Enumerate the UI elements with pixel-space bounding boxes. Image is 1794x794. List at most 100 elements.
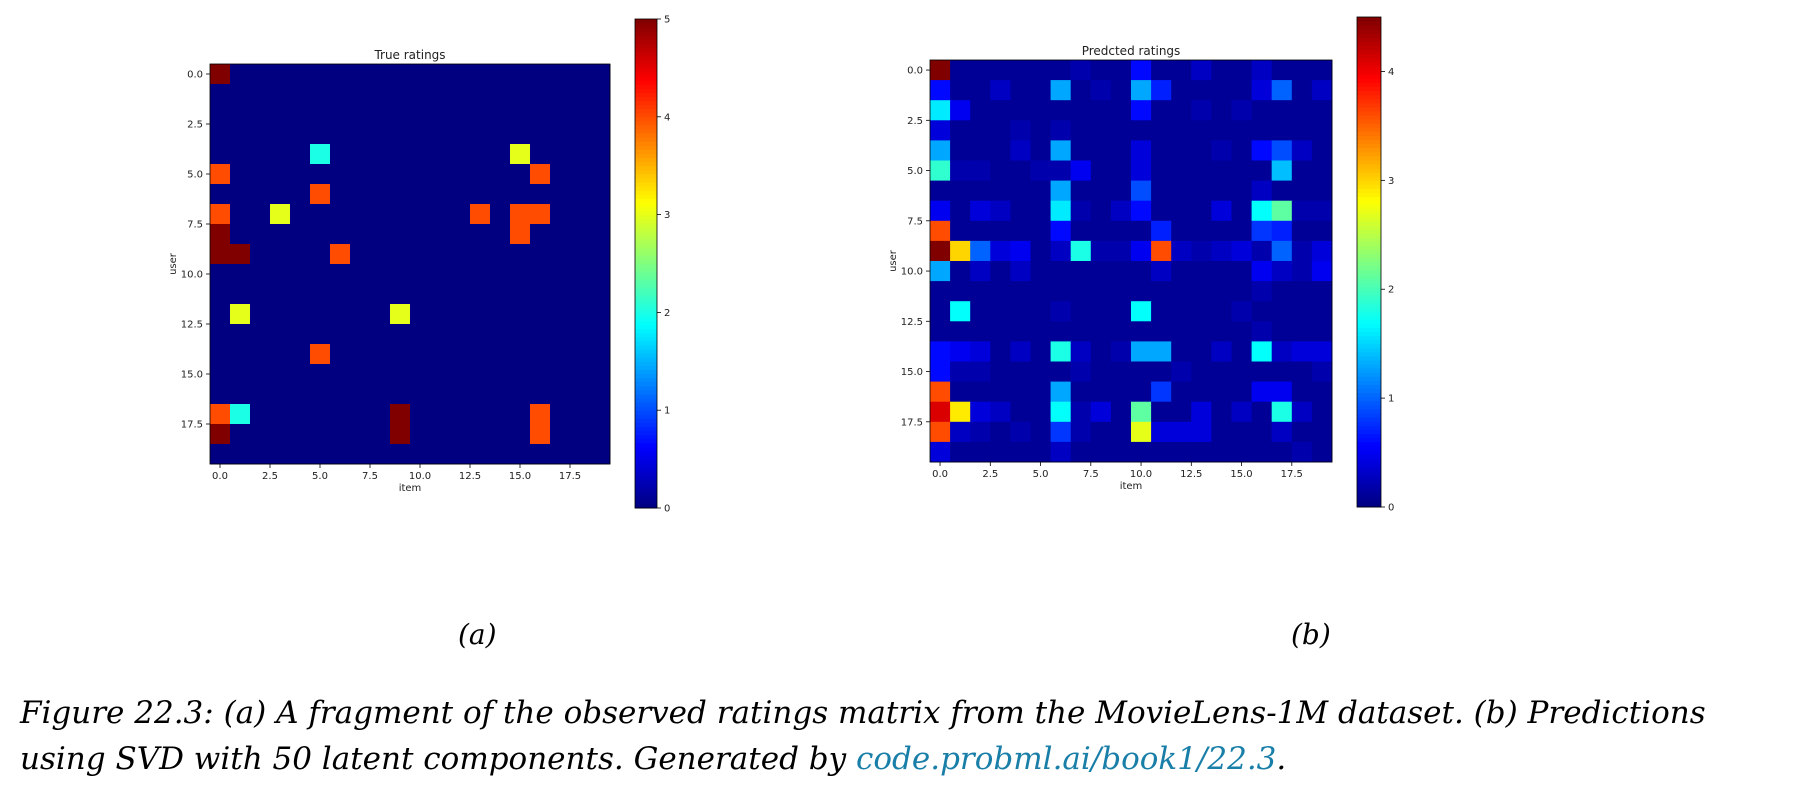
panel-b-colorbar-strip	[1357, 294, 1381, 300]
panel-a-heatmap-cell	[270, 244, 291, 265]
panel-a-heatmap-cell	[310, 364, 331, 385]
panel-b-heatmap-cell	[1251, 120, 1273, 141]
panel-a-heatmap-cell	[390, 204, 411, 225]
panel-b-heatmap-cell	[990, 381, 1011, 403]
panel-b-colorbar-strip	[1357, 192, 1381, 198]
panel-b-heatmap-cell	[1291, 220, 1313, 242]
panel-b-heatmap-cell	[1231, 220, 1252, 242]
panel-a-heatmap-cell	[310, 444, 331, 465]
panel-b-heatmap-cell	[1171, 180, 1192, 202]
panel-a-colorbar-strip	[635, 202, 657, 207]
panel-b-heatmap-cell	[1211, 100, 1232, 121]
panel-b-heatmap-cell	[970, 180, 991, 202]
panel-b-heatmap-cell	[930, 200, 951, 222]
panel-a-heatmap-cell	[570, 204, 591, 225]
caption-link[interactable]: code.probml.ai/book1/22.3	[856, 741, 1277, 777]
panel-b-heatmap-cell	[930, 301, 951, 322]
panel-b-colorbar-strip	[1357, 372, 1381, 377]
panel-a-colorbar-strip	[635, 153, 657, 159]
panel-a-colorbar-strip	[635, 76, 657, 81]
panel-a-colorbar-strip	[635, 357, 657, 362]
panel-b-heatmap-cell	[990, 281, 1011, 302]
panel-b-heatmap-cell	[990, 60, 1011, 81]
panel-b-heatmap-cell	[1251, 220, 1273, 242]
panel-a-heatmap-cell	[370, 384, 391, 405]
panel-b-heatmap-cell	[1030, 160, 1051, 181]
panel-a-heatmap-cell	[310, 284, 331, 305]
panel-b-heatmap-cell	[1211, 200, 1232, 222]
panel-a-heatmap-cell	[310, 324, 331, 345]
panel-b-heatmap-cell	[1050, 321, 1072, 342]
panel-a-heatmap-cell	[290, 364, 311, 385]
panel-b-colorbar-strip	[1357, 449, 1381, 455]
panel-a-heatmap-cell	[230, 344, 251, 365]
panel-b-heatmap-cell	[930, 60, 951, 81]
panel-a-heatmap-cell	[250, 184, 271, 205]
panel-a-heatmap-cell	[390, 124, 411, 145]
panel-a-heatmap-cell	[470, 324, 491, 345]
panel-a-heatmap-cell	[350, 104, 371, 125]
panel-a-y-axis-label: user	[168, 252, 179, 275]
panel-b-colorbar-strip	[1357, 135, 1381, 140]
panel-a-colorbar-strip	[635, 161, 657, 167]
panel-b-heatmap-cell	[1251, 381, 1273, 403]
panel-b-heatmap-cell	[1151, 421, 1172, 443]
panel-b-chart-title: Predcted ratings	[1082, 44, 1181, 58]
panel-a-colorbar-strip	[635, 182, 657, 187]
panel-b-x-tick-label: 15.0	[1230, 469, 1252, 480]
panel-b-heatmap-cell	[1311, 261, 1333, 282]
panel-b-heatmap-cell	[1090, 100, 1112, 121]
panel-a-heatmap-cell	[270, 284, 291, 305]
panel-b-colorbar-strip	[1357, 315, 1381, 320]
panel-b-heatmap-cell	[1050, 100, 1072, 121]
panel-a-colorbar-strip	[635, 149, 657, 154]
panel-a-heatmap-cell	[230, 284, 251, 305]
panel-b-heatmap-cell	[950, 381, 971, 403]
panel-a-heatmap-cell	[290, 404, 311, 425]
panel-b-heatmap-cell	[1050, 301, 1072, 322]
panel-a-colorbar-strip	[635, 247, 657, 252]
panel-b-heatmap-cell	[1231, 421, 1252, 443]
panel-b-heatmap-cell	[930, 281, 951, 302]
panel-a-heatmap-cell	[230, 104, 251, 125]
panel-b-heatmap-cell	[1191, 421, 1212, 443]
panel-b-heatmap-cell	[950, 361, 971, 382]
panel-b-colorbar-strip	[1357, 262, 1381, 267]
panel-b-heatmap-cell	[1191, 100, 1212, 121]
panel-a-heatmap-cell	[350, 384, 371, 405]
panel-a-heatmap-cell	[550, 104, 571, 125]
panel-a-heatmap-cell	[550, 124, 571, 145]
panel-a-heatmap-cell	[590, 344, 611, 365]
panel-a-heatmap-cell	[510, 324, 531, 345]
panel-b-colorbar-strip	[1357, 425, 1381, 430]
panel-a-colorbar-strip	[635, 137, 657, 142]
panel-a-heatmap-cell	[450, 84, 471, 105]
panel-a-heatmap-cell	[350, 204, 371, 225]
panel-a-heatmap-cell	[390, 184, 411, 205]
panel-a-colorbar-strip	[635, 120, 657, 126]
panel-b-heatmap-cell	[1151, 401, 1172, 423]
panel-a-heatmap-cell	[330, 384, 351, 405]
panel-b-heatmap-cell	[1010, 60, 1031, 81]
panel-b-heatmap-cell	[1251, 301, 1273, 322]
panel-a-heatmap-cell	[390, 424, 411, 445]
panel-b-heatmap-cell	[1050, 160, 1072, 181]
panel-b-heatmap-cell	[1291, 120, 1313, 141]
panel-b-heatmap-cell	[1010, 341, 1031, 362]
panel-b-colorbar-strip	[1357, 110, 1381, 116]
panel-a-heatmap-cell	[250, 444, 271, 465]
panel-a-heatmap-cell	[330, 64, 351, 85]
panel-b-heatmap-cell	[1211, 160, 1232, 181]
panel-a-heatmap-cell	[290, 244, 311, 265]
panel-a-heatmap-cell	[490, 204, 511, 225]
panel-a-heatmap-cell	[250, 84, 271, 105]
panel-a-colorbar-strip	[635, 479, 657, 485]
panel-b-heatmap-cell	[1291, 80, 1313, 101]
panel-a-heatmap-cell	[230, 444, 251, 465]
panel-a-heatmap-cell	[210, 324, 231, 345]
panel-a-heatmap-cell	[490, 104, 511, 125]
panel-b-heatmap-cell	[1090, 421, 1112, 443]
panel-b-heatmap-cell	[970, 60, 991, 81]
panel-a-heatmap-cell	[410, 144, 431, 165]
panel-b-heatmap-cell	[1171, 321, 1192, 342]
